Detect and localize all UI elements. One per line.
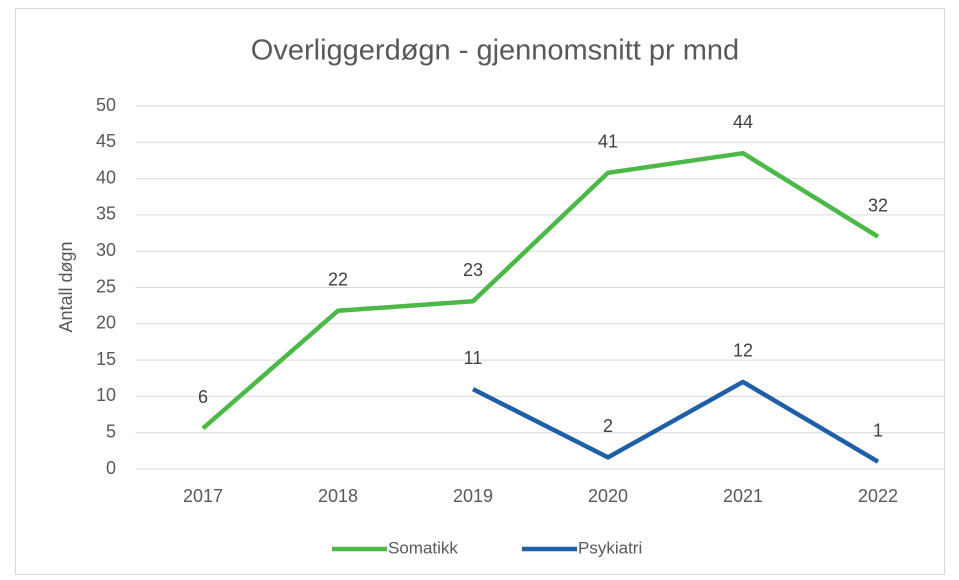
series-line <box>201 150 880 431</box>
y-axis-title: Antall døgn <box>56 241 76 332</box>
x-tick-label: 2022 <box>858 486 898 506</box>
data-label: 6 <box>198 387 208 407</box>
y-tick-label: 0 <box>106 458 116 478</box>
y-tick-label: 30 <box>96 240 116 260</box>
x-tick-label: 2018 <box>318 486 358 506</box>
y-tick-label: 15 <box>96 349 116 369</box>
x-tick-label: 2020 <box>588 486 628 506</box>
y-tick-label: 40 <box>96 167 116 187</box>
series-line <box>471 379 880 464</box>
legend-label: Somatikk <box>388 538 458 557</box>
y-tick-label: 25 <box>96 276 116 296</box>
data-label: 44 <box>733 112 753 132</box>
y-tick-label: 35 <box>96 204 116 224</box>
y-tick-label: 10 <box>96 385 116 405</box>
data-label: 22 <box>328 269 348 289</box>
y-tick-label: 50 <box>96 95 116 115</box>
data-label: 32 <box>868 195 888 215</box>
y-tick-label: 45 <box>96 131 116 151</box>
x-tick-label: 2021 <box>723 486 763 506</box>
chart-title: Overliggerdøgn - gjennomsnitt pr mnd <box>251 35 739 67</box>
data-label: 1 <box>873 420 883 440</box>
y-tick-label: 20 <box>96 313 116 333</box>
legend-label: Psykiatri <box>578 538 642 557</box>
chart-frame <box>15 8 945 575</box>
x-tick-label: 2019 <box>453 486 493 506</box>
x-tick-label: 2017 <box>183 486 223 506</box>
data-label: 11 <box>464 348 483 368</box>
data-label: 2 <box>603 416 613 436</box>
data-label: 41 <box>598 132 618 152</box>
y-tick-label: 5 <box>106 421 116 441</box>
data-label: 23 <box>463 260 483 280</box>
data-label: 12 <box>733 341 753 361</box>
